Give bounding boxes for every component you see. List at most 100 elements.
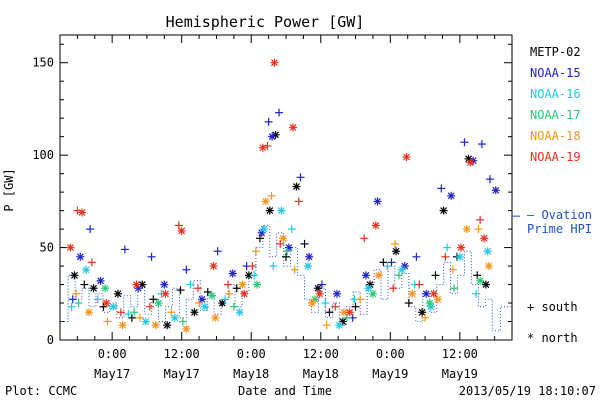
marker-stroke — [134, 284, 142, 292]
data-point-south — [290, 265, 299, 274]
data-point-north — [339, 308, 348, 317]
data-point-south — [116, 308, 125, 317]
data-point-south — [317, 280, 326, 289]
data-point-north — [132, 280, 141, 289]
footer-timestamp: 2013/05/19 18:10:07 — [459, 384, 596, 398]
data-point-south — [67, 302, 76, 311]
data-point-north — [160, 280, 169, 289]
data-point-north — [177, 226, 186, 235]
marker-stroke — [191, 308, 198, 316]
marker-stroke — [268, 133, 276, 141]
marker-stroke — [260, 225, 268, 233]
data-point-north — [397, 265, 406, 274]
data-point-south — [147, 252, 156, 261]
data-point-south — [263, 141, 272, 150]
data-point-south — [267, 191, 276, 200]
data-point-north — [429, 289, 438, 298]
marker-stroke — [82, 266, 90, 274]
data-point-north — [284, 243, 293, 252]
marker-stroke — [333, 290, 341, 298]
x-axis: 0:00 May17 12:00 May17 0:00 May18 12:00 May18 0:… — [76, 35, 496, 381]
data-point-south — [68, 295, 77, 304]
data-point-south — [80, 280, 89, 289]
marker-stroke — [485, 262, 493, 270]
data-point-south — [450, 284, 459, 293]
marker-stroke — [270, 59, 278, 67]
data-point-south — [193, 284, 202, 293]
marker-stroke — [71, 271, 78, 279]
marker-stroke — [434, 295, 442, 303]
marker-stroke — [482, 281, 490, 288]
y-tick-label: 150 — [32, 56, 54, 70]
marker-stroke — [201, 303, 209, 311]
marker-stroke — [369, 290, 377, 298]
marker-legend-north: * north — [527, 331, 578, 345]
data-point-south — [300, 239, 309, 248]
marker-stroke — [463, 225, 471, 233]
data-point-north — [447, 191, 456, 200]
marker-stroke — [289, 123, 297, 131]
data-point-north — [163, 321, 172, 330]
data-point-south — [178, 317, 187, 326]
data-point-south — [443, 243, 452, 252]
x-tick-label-date: May17 — [164, 367, 200, 381]
marker-stroke — [314, 284, 322, 292]
marker-stroke — [160, 281, 168, 288]
x-axis-label: Date and Time — [238, 384, 332, 398]
marker-stroke — [236, 308, 244, 316]
legend: METP-02 NOAA-15 NOAA-16 NOAA-17 NOAA-18 NOAA-… — [530, 45, 581, 164]
marker-stroke — [316, 290, 324, 298]
marker-stroke — [422, 290, 430, 298]
data-point-south — [224, 280, 233, 289]
marker-stroke — [240, 290, 248, 298]
marker-stroke — [178, 227, 186, 235]
data-point-north — [96, 276, 105, 285]
data-point-north — [238, 280, 247, 289]
data-point-south — [437, 184, 446, 193]
marker-stroke — [456, 253, 464, 261]
x-tick-label-date: May17 — [94, 367, 130, 381]
marker-stroke — [427, 303, 435, 311]
x-tick-label-date: May19 — [442, 367, 478, 381]
marker-stroke — [375, 271, 383, 279]
data-point-north — [345, 308, 354, 317]
data-point-south — [387, 258, 396, 267]
data-point-north — [190, 308, 199, 317]
data-point-north — [305, 252, 314, 261]
data-point-north — [271, 130, 280, 139]
data-point-south — [255, 234, 264, 243]
x-tick-label-date: May18 — [303, 367, 339, 381]
marker-stroke — [484, 247, 492, 255]
data-point-south — [275, 108, 284, 117]
data-point-north — [235, 308, 244, 317]
data-point-south — [130, 308, 139, 317]
data-point-south — [404, 299, 413, 308]
marker-stroke — [101, 284, 109, 292]
marker-stroke — [398, 266, 406, 274]
marker-stroke — [374, 197, 381, 205]
data-point-south — [250, 271, 259, 280]
marker-stroke — [364, 284, 372, 292]
marker-stroke — [119, 321, 127, 329]
chart-title: Hemispheric Power [GW] — [166, 13, 365, 31]
data-point-north — [151, 321, 160, 330]
data-point-south — [448, 265, 457, 274]
data-point-south — [421, 313, 430, 322]
data-point-north — [426, 302, 435, 311]
data-point-north — [277, 206, 286, 215]
data-point-south — [229, 302, 238, 311]
data-point-south — [203, 287, 212, 296]
marker-stroke — [163, 321, 171, 329]
data-point-north — [209, 262, 218, 271]
marker-stroke — [182, 325, 190, 333]
data-point-south — [103, 317, 112, 326]
data-point-south — [351, 302, 360, 311]
marker-stroke — [440, 207, 448, 215]
data-point-north — [261, 197, 270, 206]
marker-stroke — [492, 186, 500, 194]
data-point-north — [78, 208, 87, 217]
marker-stroke — [408, 290, 416, 298]
data-point-north — [113, 289, 122, 298]
